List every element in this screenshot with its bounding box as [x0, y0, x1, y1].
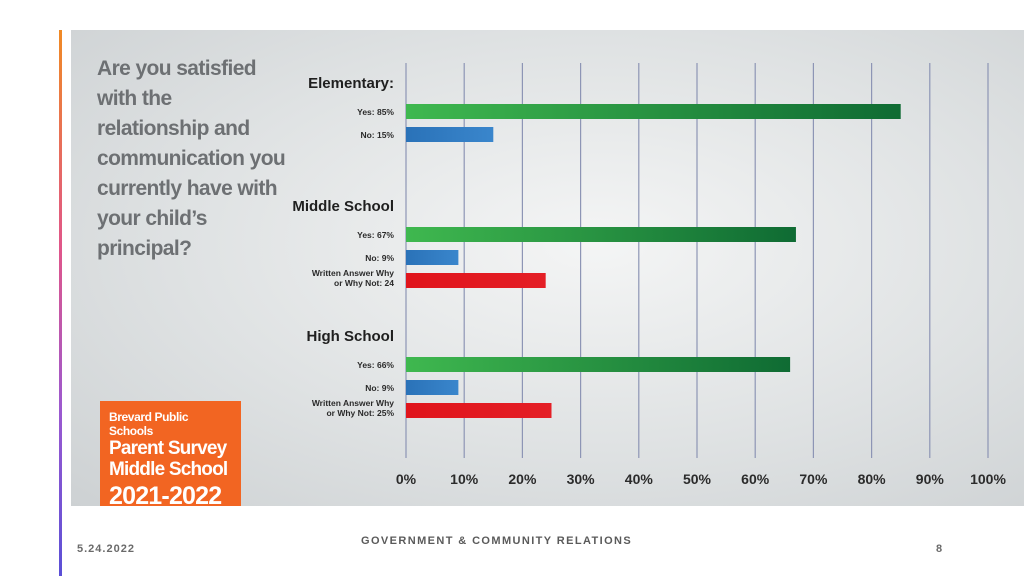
bar-label: Written Answer Why or Why Not: 25% — [312, 398, 395, 418]
bar-label: Yes: 67% — [357, 230, 394, 240]
bar-label: Yes: 66% — [357, 360, 394, 370]
survey-question: Are you satisfied with the relationship … — [97, 57, 286, 260]
bar-yes — [406, 357, 791, 372]
bar-written — [406, 403, 552, 418]
badge-survey: Parent Survey — [109, 438, 227, 459]
x-tick-label: 40% — [625, 471, 654, 487]
bar-label: Yes: 85% — [357, 107, 394, 117]
bar-yes — [406, 104, 901, 119]
bar-label: No: 9% — [365, 383, 394, 393]
bar-label: No: 9% — [365, 253, 394, 263]
x-tick-label: 30% — [567, 471, 596, 487]
x-tick-label: 10% — [450, 471, 479, 487]
group-label: Middle School — [292, 198, 394, 215]
label-layer: Elementary: Yes: 85% No: 15% Middle School Y… — [292, 75, 394, 418]
x-tick-label: 0% — [396, 471, 417, 487]
bar-chart: Elementary: Yes: 85% No: 15% Middle School Y… — [292, 63, 1007, 487]
badge-year: 2021-2022 — [109, 482, 222, 506]
group-label: High School — [307, 328, 395, 345]
x-tick-label: 100% — [970, 471, 1006, 487]
x-tick-label: 90% — [916, 471, 945, 487]
bar-label: Written Answer Why or Why Not: 24 — [312, 268, 394, 288]
x-tick-label: 50% — [683, 471, 712, 487]
x-tick-label: 20% — [508, 471, 537, 487]
bar-yes — [406, 227, 796, 242]
group-label: Elementary: — [308, 75, 394, 92]
bar-no — [406, 127, 494, 142]
tick-layer: 0% 10% 20% 30% 40% 50% 60% 70% 80% 90% 100% — [396, 471, 1007, 487]
grid-layer — [405, 63, 989, 458]
footer-title: GOVERNMENT & COMMUNITY RELATIONS — [361, 535, 633, 547]
badge-district: Brevard Public Schools — [109, 410, 189, 438]
badge-level: Middle School — [109, 459, 228, 480]
bar-layer — [406, 104, 901, 418]
bar-no — [406, 380, 459, 395]
bar-written — [406, 273, 546, 288]
accent-line — [59, 30, 62, 576]
footer-date: 5.24.2022 — [77, 543, 135, 555]
slide-panel: Are you satisfied with the relationship … — [71, 30, 1024, 506]
survey-badge: Brevard Public Schools Parent Survey Mid… — [100, 401, 241, 506]
x-tick-label: 80% — [858, 471, 887, 487]
x-tick-label: 60% — [741, 471, 770, 487]
bar-label: No: 15% — [360, 130, 394, 140]
bar-no — [406, 250, 459, 265]
x-tick-label: 70% — [799, 471, 828, 487]
page-number: 8 — [936, 543, 943, 555]
